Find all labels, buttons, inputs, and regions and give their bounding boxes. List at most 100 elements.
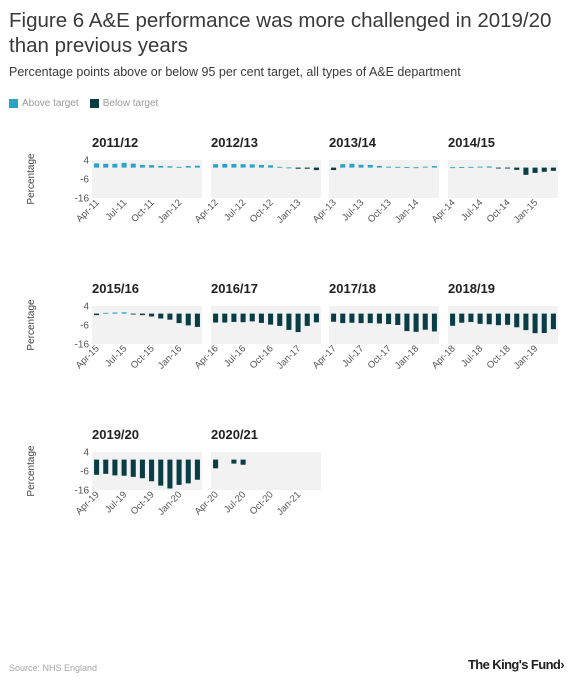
bar-Feb-14 [422,166,428,168]
bar-Aug-19 [130,459,136,477]
y-tick-label: -6 [80,467,89,478]
kings-fund-logo: The King's Fund› [467,657,565,672]
x-tick-label: Jul-13 [340,197,366,223]
bar-Dec-14 [523,167,529,175]
chart-panel-2018-19: 2018/19 Apr-18 Jul-18 Oct-18 Jan-19 [430,281,558,372]
legend-item-above[interactable]: Above target [9,98,79,109]
bar-Jan-20 [176,459,182,485]
bar-Aug-13 [367,164,373,168]
bar-Aug-16 [249,313,255,322]
bar-Jun-11 [112,163,118,168]
x-tick-label: Jan-19 [512,343,540,371]
bar-Apr-17 [331,313,337,322]
x-tick-label: Apr-17 [311,343,339,371]
bar-Sep-19 [139,459,145,479]
bar-Oct-15 [149,313,155,317]
bar-May-19 [103,459,109,474]
bar-Mar-12 [194,165,200,168]
x-tick-label: Jul-16 [222,343,248,369]
bar-Mar-20 [194,459,200,480]
bar-Sep-14 [495,167,501,169]
bar-Nov-12 [277,166,283,168]
x-tick-label: Jan-18 [393,343,421,371]
x-tick-label: Jul-11 [104,197,130,223]
bar-Jan-18 [413,313,419,332]
bar-Feb-15 [541,167,547,172]
x-tick-label: Jul-15 [103,343,129,369]
x-tick-label: Apr-14 [430,197,458,225]
bar-Sep-17 [376,313,382,324]
bar-Apr-18 [450,313,456,326]
bar-Jan-13 [295,167,301,169]
panel-title: 2012/13 [211,135,258,150]
bar-Jul-12 [240,164,246,168]
bar-Sep-12 [258,164,264,168]
legend: Above target Below target [9,98,169,109]
legend-item-below[interactable]: Below target [89,98,158,109]
y-tick-label: -16 [75,194,90,205]
bar-Nov-13 [395,166,401,168]
y-tick-label: 4 [83,302,89,313]
bar-Jun-12 [231,163,237,168]
bar-Aug-18 [486,313,492,325]
x-tick-label: Jul-18 [459,343,485,369]
bar-Feb-16 [185,313,191,326]
bar-Feb-12 [185,166,191,168]
y-tick-label: -6 [80,321,89,332]
x-tick-label: Oct-15 [129,343,157,371]
bar-Oct-16 [268,313,274,325]
x-tick-label: Jan-17 [275,343,303,371]
logo-text: The King's Fund [467,657,561,672]
bar-Oct-11 [149,165,155,168]
x-tick-label: Apr-16 [193,343,221,371]
bar-Mar-16 [194,313,200,327]
bar-Mar-14 [431,166,437,168]
x-tick-label: Jan-13 [275,197,303,225]
bar-Sep-16 [258,313,264,323]
bar-Apr-19 [94,459,100,475]
bar-Nov-14 [514,167,520,170]
x-tick-label: Oct-20 [248,489,276,517]
bar-Feb-20 [185,459,191,484]
bar-Jul-20 [240,459,246,465]
bar-May-16 [222,313,228,323]
y-tick-label: -6 [80,175,89,186]
plot-background [329,160,439,198]
x-tick-label: Apr-18 [430,343,458,371]
bar-Aug-14 [486,166,492,168]
x-tick-label: Apr-20 [193,489,221,517]
bar-Dec-17 [404,313,410,332]
panel-title: 2017/18 [329,281,376,296]
bar-Aug-12 [249,164,255,168]
plot-background [211,452,321,490]
panel-title: 2013/14 [329,135,377,150]
chart-title: Figure 6 A&E performance was more challe… [9,9,552,57]
x-tick-label: Jul-17 [340,343,366,369]
bar-Jul-18 [477,313,483,324]
bar-May-15 [103,312,109,314]
bar-Apr-13 [331,167,337,171]
bar-Jun-20 [231,459,237,464]
x-tick-label: Jul-14 [459,197,485,223]
bar-Mar-19 [550,313,556,330]
legend-label-above: Above target [22,98,79,109]
x-tick-label: Oct-13 [366,197,394,225]
bar-Nov-17 [395,313,401,325]
bar-Feb-13 [304,167,310,169]
bar-Apr-16 [213,313,219,323]
bar-Oct-19 [149,459,155,482]
bar-Jul-11 [121,162,127,168]
bar-Jul-15 [121,312,127,314]
x-tick-label: Oct-16 [248,343,276,371]
y-tick-label: 4 [83,448,89,459]
x-tick-label: Jan-21 [275,489,303,517]
bar-Aug-17 [367,313,373,324]
x-tick-label: Oct-18 [485,343,513,371]
panel-title: 2018/19 [448,281,495,296]
x-tick-label: Apr-12 [193,197,221,225]
plot-background [448,306,558,344]
bar-Jan-12 [176,166,182,168]
